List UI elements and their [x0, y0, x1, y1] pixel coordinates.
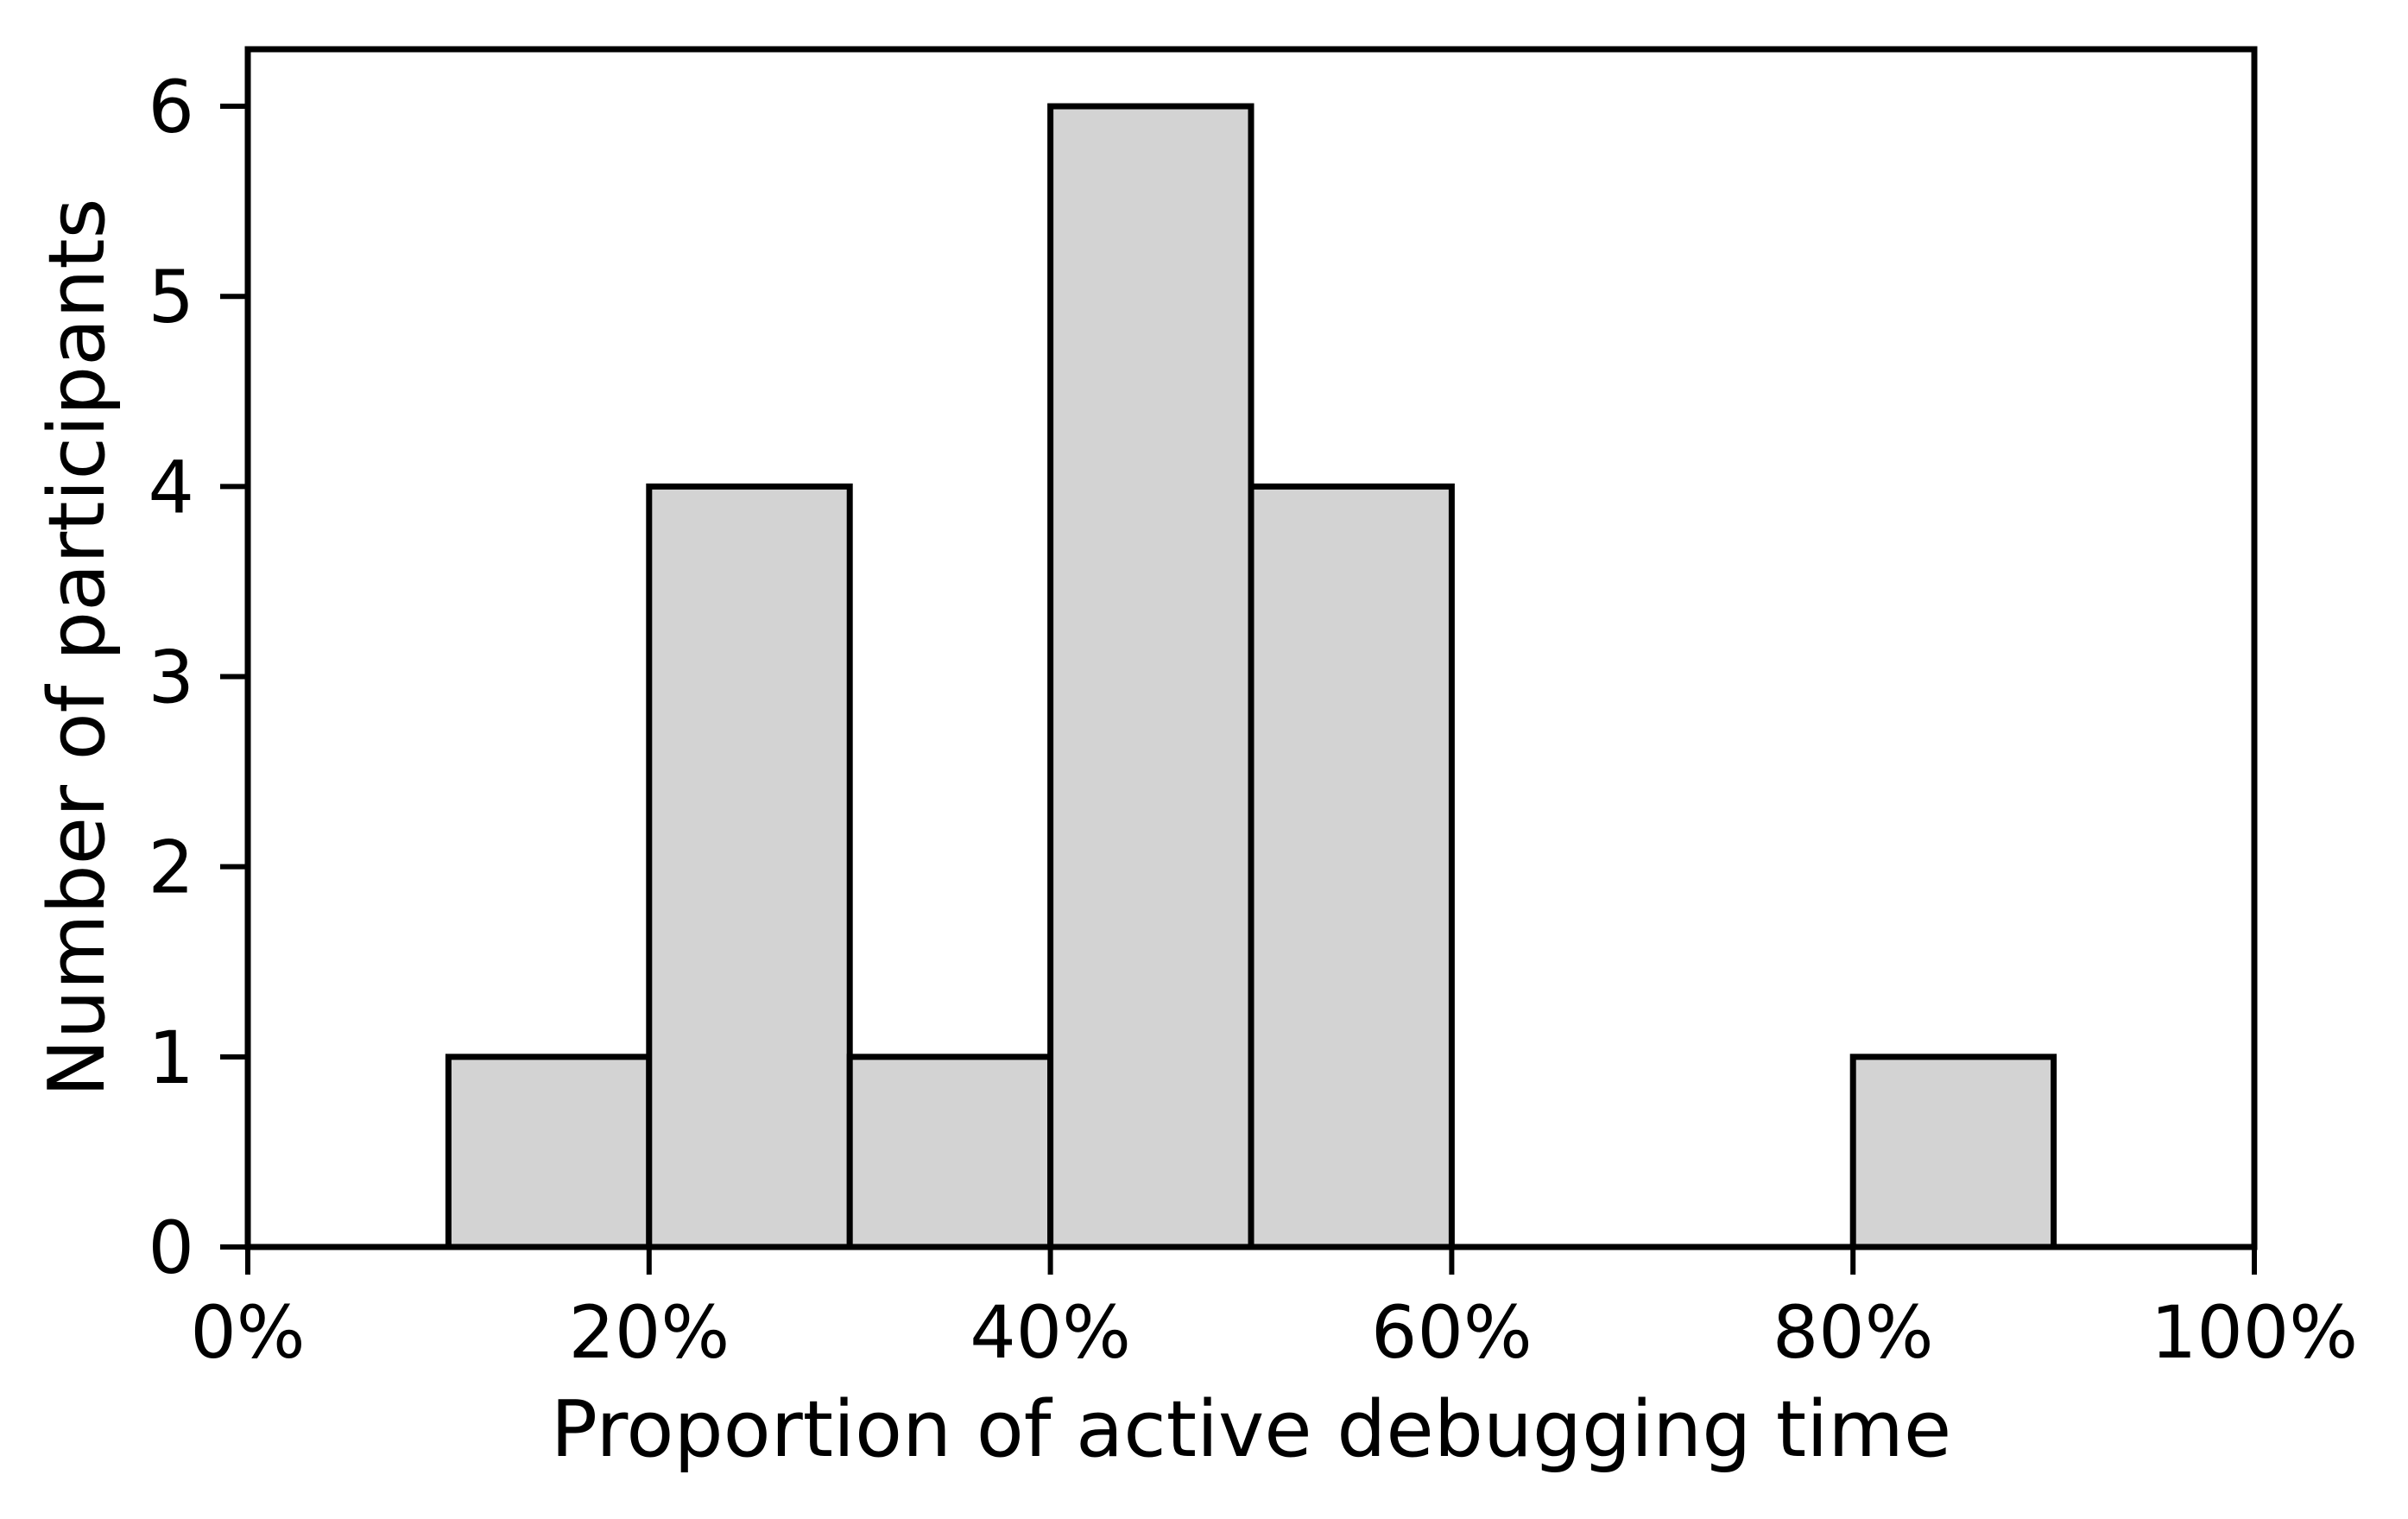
x-axis-label: Proportion of active debugging time [551, 1384, 1952, 1475]
plot-border [244, 46, 2258, 1250]
y-tick-label: 5 [149, 255, 194, 339]
x-tick-label: 0% [190, 1290, 305, 1375]
y-tick-label: 2 [149, 826, 194, 910]
x-tick-label: 100% [2151, 1290, 2358, 1375]
y-tick-label: 3 [149, 636, 194, 720]
y-tick-label: 1 [149, 1016, 194, 1100]
x-tick-label: 40% [970, 1290, 1131, 1375]
y-tick-label: 6 [149, 65, 194, 149]
x-tick-label: 80% [1773, 1290, 1934, 1375]
y-tick-label: 4 [149, 445, 194, 529]
x-tick-label: 60% [1371, 1290, 1533, 1375]
bars-layer [445, 103, 2057, 1250]
axes-layer: 0% 20% 40% 60% 80% 100% 0 1 2 3 4 5 6 [149, 46, 2358, 1375]
histogram-bar [1849, 1054, 2057, 1250]
histogram-bar [846, 1054, 1054, 1250]
y-axis-label: Number of participants [32, 198, 123, 1097]
histogram-bar [1047, 103, 1255, 1250]
histogram-bar [1248, 483, 1455, 1250]
histogram-bar [445, 1054, 653, 1250]
histogram-bar [646, 483, 853, 1250]
y-tick-label: 0 [149, 1206, 194, 1290]
x-tick-label: 20% [568, 1290, 730, 1375]
